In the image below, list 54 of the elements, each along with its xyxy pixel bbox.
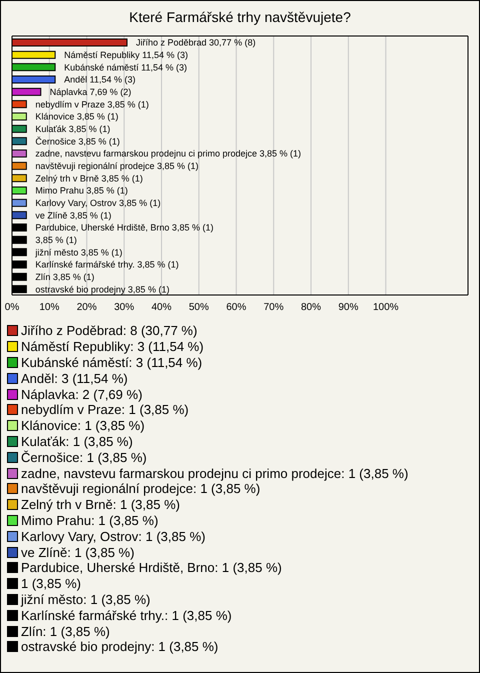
category-label: Klánovice 3,85 % (1)	[35, 112, 118, 122]
text: jižní město: 1 (3,85 %)	[21, 592, 150, 607]
text: Kulaťák: 1 (3,85 %)	[21, 434, 133, 449]
category-label: Náměstí Republiky 11,54 % (3)	[64, 50, 188, 60]
text: Anděl: 3 (11,54 %)	[21, 370, 128, 386]
category-label: Kulaťák 3,85 % (1)	[35, 124, 110, 134]
category-label: ostravské bio prodejny 3,85 % (1)	[35, 284, 170, 294]
text: Kubánské náměstí: 3 (11,54 %)	[21, 354, 202, 370]
text: Karlovy Vary, Ostrov: 1 (3,85 %)	[21, 528, 206, 544]
category-label: Zelný trh v Brně 3,85 % (1)	[35, 173, 143, 184]
chart-title: Které Farmářské trhy navštěvujete?	[128, 9, 352, 27]
x-tick-label: 20%	[76, 302, 97, 314]
category-label: zadne, navstevu farmarskou prodejnu ci primo prodejce 3,85 % (1)	[35, 148, 302, 159]
text: nebydlím v Praze: 1 (3,85 %)	[21, 402, 189, 418]
category-label: Černošice 3,85 % (1)	[35, 136, 120, 146]
text: Náměstí Republiky: 3 (11,54 %)	[21, 339, 204, 354]
text: Náplavka: 2 (7,69 %)	[21, 386, 142, 402]
category-label: Karlínské farmářské trhy. 3,85 % (1)	[35, 260, 179, 270]
text: Klánovice: 1 (3,85 %)	[21, 418, 145, 434]
x-tick-label: 10%	[39, 302, 60, 314]
text: ostravské bio prodejny: 1 (3,85 %)	[21, 639, 218, 654]
category-label: Zlín 3,85 % (1)	[35, 272, 94, 282]
category-label: nebydlím v Praze 3,85 % (1)	[35, 99, 149, 110]
x-tick-label: 80%	[301, 302, 322, 314]
category-label: Kubánské náměstí 11,54 % (3)	[64, 62, 188, 72]
category-label: Pardubice, Uherské Hrdiště, Brno 3,85 % (1)	[35, 222, 214, 233]
category-label: ve Zlíně 3,85 % (1)	[35, 210, 112, 220]
x-tick-label: 0%	[4, 302, 20, 314]
text: Pardubice, Uherské Hrdiště, Brno: 1 (3,85 %)	[21, 560, 282, 576]
category-label: Anděl 11,54 % (3)	[64, 74, 136, 85]
text: Černošice: 1 (3,85 %)	[21, 450, 147, 465]
data-label: 3,85 % (1)	[35, 234, 77, 245]
category-label: navštěvuji regionální prodejce 3,85 % (1)	[35, 160, 198, 171]
x-tick-label: 70%	[264, 302, 284, 314]
x-tick-label: 60%	[226, 302, 246, 314]
category-label: Mimo Prahu 3,85 % (1)	[35, 186, 128, 196]
text: navštěvuji regionální prodejce: 1 (3,85 %)	[21, 481, 260, 496]
x-tick-label: 90%	[338, 302, 359, 314]
text: Mimo Prahu: 1 (3,85 %)	[21, 512, 158, 528]
text: zadne, navstevu farmarskou prodejnu ci primo prodejce: 1 (3,85 %)	[21, 466, 408, 481]
text: Karlínské farmářské trhy.: 1 (3,85 %)	[21, 608, 232, 623]
x-tick-label: 50%	[188, 302, 209, 314]
text: Jiřího z Poděbrad: 8 (30,77 %)	[21, 323, 198, 338]
category-label: jižní město 3,85 % (1)	[35, 247, 122, 258]
category-label: Karlovy Vary, Ostrov 3,85 % (1)	[35, 198, 161, 208]
text: ve Zlíně: 1 (3,85 %)	[21, 544, 134, 560]
x-tick-label: 100%	[372, 302, 399, 314]
text: 1 (3,85 %)	[21, 576, 81, 592]
text: Zelný trh v Brně: 1 (3,85 %)	[21, 497, 180, 512]
x-tick-label: 40%	[152, 302, 172, 314]
text: Zlín: 1 (3,85 %)	[21, 624, 110, 639]
category-label: Jiřího z Poděbrad 30,77 % (8)	[136, 38, 256, 48]
category-label: Náplavka 7,69 % (2)	[50, 86, 132, 97]
x-tick-label: 30%	[114, 302, 134, 314]
